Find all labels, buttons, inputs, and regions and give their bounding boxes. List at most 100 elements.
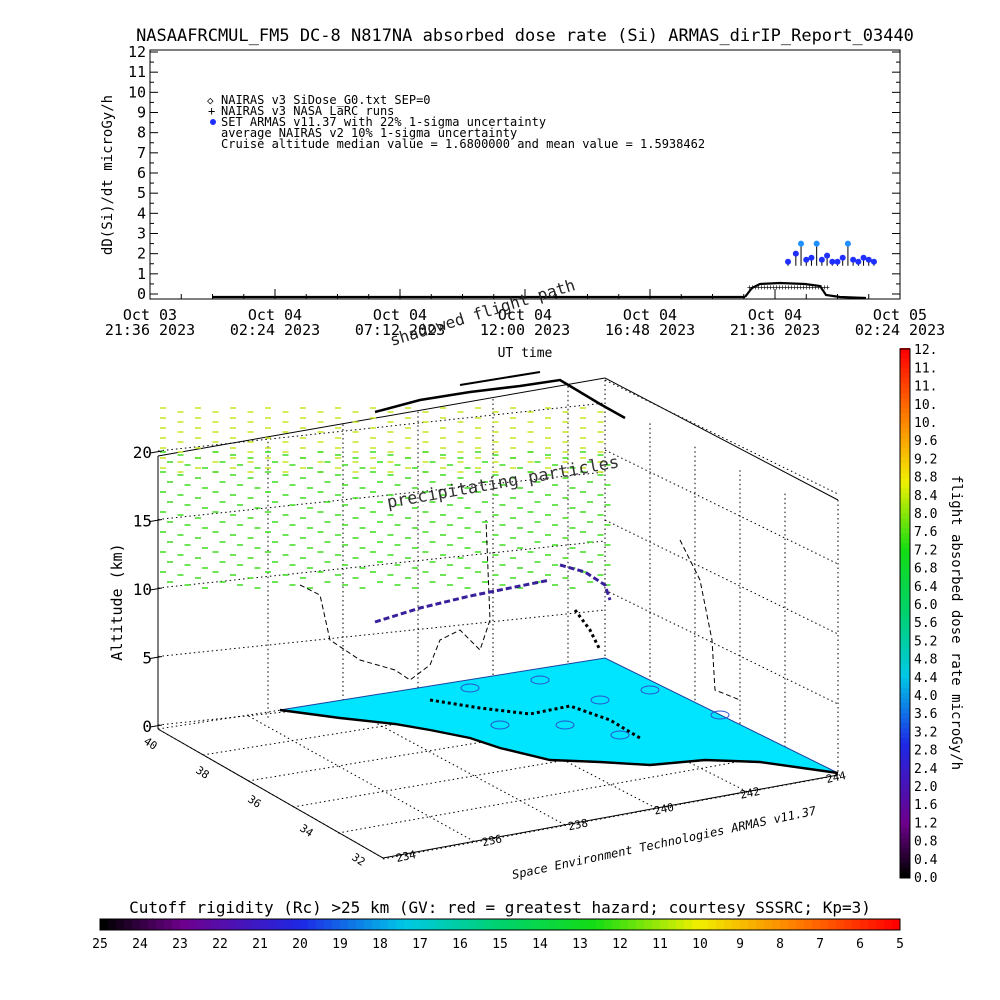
latitude-axis: 40 38 36 34 32 (141, 735, 367, 869)
rc-tick-label: 16 (452, 937, 468, 952)
dose-color-band (900, 408, 910, 414)
rc-color-band (164, 919, 173, 930)
dose-color-band (900, 508, 910, 514)
dose-color-band (900, 678, 910, 684)
x-tick-date: Oct 03 (123, 306, 177, 324)
rc-color-band (700, 919, 709, 930)
nairas-plus-marker: + (747, 283, 752, 292)
longitude-tick-label: 236 (481, 832, 503, 849)
dose-color-band (900, 763, 910, 769)
x-tick-time: 02:24 2023 (230, 321, 320, 339)
rc-color-band (188, 919, 197, 930)
nairas-plus-marker: + (819, 283, 824, 292)
rc-color-band (460, 919, 469, 930)
rc-color-band (444, 919, 453, 930)
altitude-tick-mark (149, 724, 163, 728)
armas-point (834, 258, 841, 265)
dose-color-band (900, 863, 910, 869)
nairas-plus-marker: + (750, 283, 755, 292)
armas-point (813, 240, 820, 247)
nairas-plus-marker: + (759, 283, 764, 292)
map-contour (555, 720, 575, 730)
rc-color-band (588, 919, 597, 930)
dose-color-band (900, 673, 910, 679)
rc-color-band (396, 919, 405, 930)
x-tick-date: Oct 04 (373, 306, 427, 324)
nairas-plus-marker: + (810, 283, 815, 292)
nairas-plus-marker: + (813, 283, 818, 292)
rc-tick-label: 9 (736, 937, 744, 952)
dose-color-band (900, 728, 910, 734)
grid-line (157, 377, 606, 457)
rc-tick-label: 8 (776, 937, 784, 952)
dose-color-band (900, 738, 910, 744)
y-tick-label: 12 (128, 43, 146, 61)
dose-color-band (900, 463, 910, 469)
dose-tick-label: 8.4 (914, 489, 938, 504)
rc-color-band (500, 919, 509, 930)
rc-color-band (620, 919, 629, 930)
legend-blue-dot-icon (210, 119, 216, 125)
rc-color-band (708, 919, 717, 930)
rc-color-band (316, 919, 325, 930)
rc-color-band (732, 919, 741, 930)
legend-entry-5: Cruise altitude median value = 1.6800000… (221, 137, 705, 151)
dose-color-band (900, 423, 910, 429)
rc-colorbar-gradient (100, 919, 901, 930)
x-tick-date: Oct 04 (748, 306, 802, 324)
dose-color-band (900, 433, 910, 439)
y-tick-label: 0 (137, 285, 146, 303)
nairas-plus-marker: + (807, 283, 812, 292)
rc-color-band (868, 919, 877, 930)
rc-color-band (388, 919, 397, 930)
x-tick-time: 02:24 2023 (855, 321, 945, 339)
flight-curtain (679, 539, 741, 701)
rc-color-band (364, 919, 373, 930)
dose-color-band (900, 648, 910, 654)
dose-color-band (900, 393, 910, 399)
latitude-tick-label: 40 (141, 735, 159, 753)
flight-curtain (299, 519, 491, 681)
rc-tick-label: 11 (652, 937, 668, 952)
y-tick-label: 1 (137, 265, 146, 283)
longitude-axis: 234 236 238 240 242 244 (395, 769, 848, 865)
dose-tick-label: 6.0 (914, 598, 937, 613)
map-contour (590, 695, 610, 705)
dose-color-band (900, 483, 910, 489)
x-tick-time: 16:48 2023 (605, 321, 695, 339)
nairas-plus-marker: + (816, 283, 821, 292)
dose-tick-label: 7.6 (914, 525, 937, 540)
dose-color-band (900, 623, 910, 629)
nairas-plus-marker: + (804, 283, 809, 292)
rc-colorbar-label: Cutoff rigidity (Rc) >25 km (GV: red = g… (129, 898, 871, 917)
dose-tick-label: 11. (914, 361, 937, 376)
rc-color-band (716, 919, 725, 930)
dose-colorbar-gradient (900, 348, 910, 879)
rc-color-band (628, 919, 637, 930)
dose-color-band (900, 848, 910, 854)
nairas-plus-marker: + (777, 283, 782, 292)
dose-color-band (900, 823, 910, 829)
grid-line (604, 449, 839, 565)
dose-color-band (900, 563, 910, 569)
rc-color-band (412, 919, 421, 930)
rc-color-band (260, 919, 269, 930)
dose-color-band (900, 838, 910, 844)
dose-tick-label: 5.6 (914, 616, 937, 631)
map-contour (710, 710, 730, 720)
top-y-axis-label: dD(Si)/dt microGy/h (100, 95, 116, 255)
longitude-tick-label: 242 (739, 785, 761, 802)
dose-color-band (900, 558, 910, 564)
altitude-axis-label: Altitude (km) (108, 543, 126, 660)
y-tick-label: 8 (137, 124, 146, 142)
dose-color-band (900, 808, 910, 814)
dose-color-band (900, 708, 910, 714)
dose-tick-label: 5.2 (914, 634, 937, 649)
dose-tick-label: 6.8 (914, 562, 937, 577)
rc-color-band (876, 919, 885, 930)
dose-colorbar: 0.0 0.4 0.8 1.2 1.6 2.0 2.4 2.8 3.2 3.6 4.0 4.4 4.8 5… (899, 343, 964, 886)
dose-color-band (900, 468, 910, 474)
map-contour (610, 730, 630, 740)
rc-color-band (268, 919, 277, 930)
